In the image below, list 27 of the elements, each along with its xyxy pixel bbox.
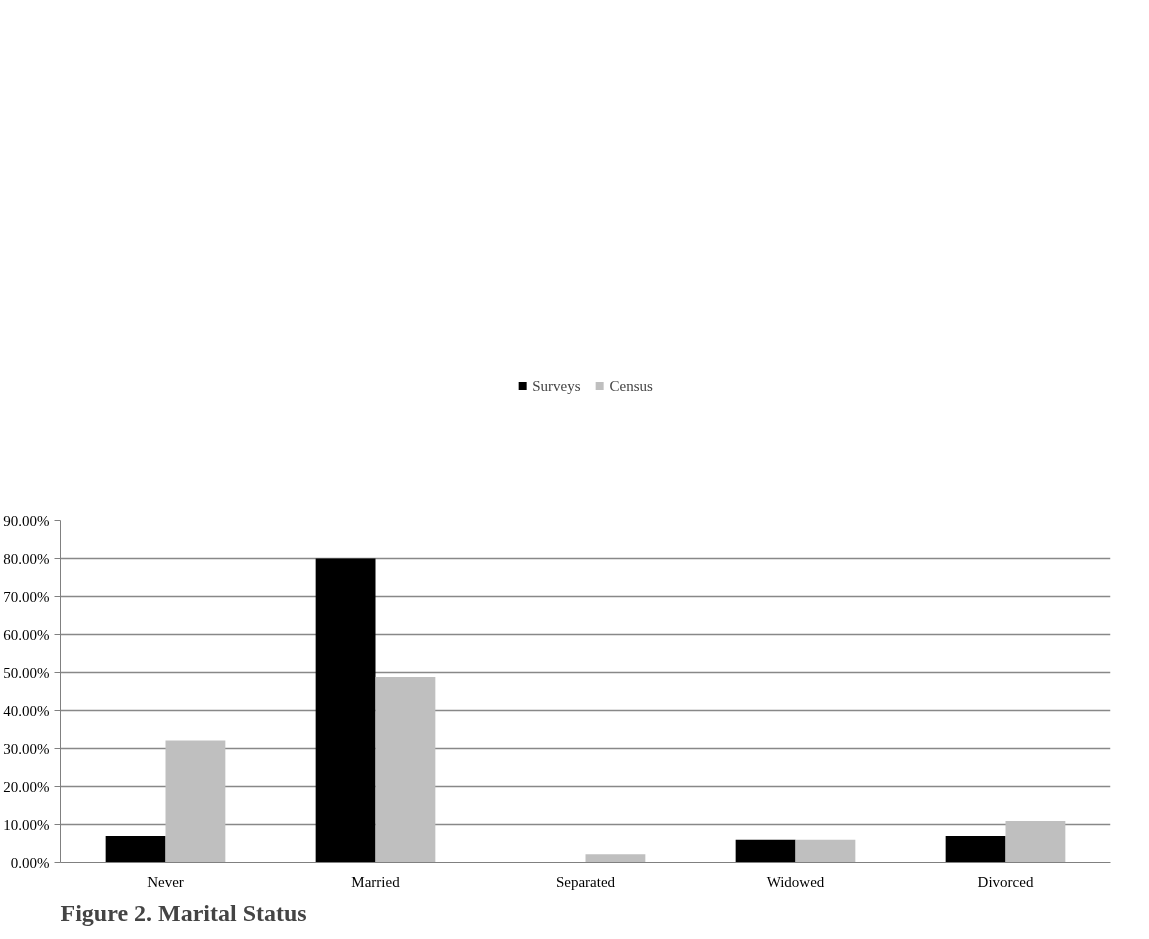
y-tick-label: 20.00% (3, 778, 50, 795)
bar (315, 558, 376, 863)
bar (105, 835, 166, 863)
y-tick-label: 40.00% (3, 702, 50, 719)
y-tick-label: 0.00% (10, 854, 50, 871)
x-tick-label: Married (351, 873, 401, 890)
x-tick-label: Never (147, 873, 184, 890)
text: Figure 2. Marital Status (60, 899, 307, 926)
y-tick-label: 90.00% (3, 512, 50, 529)
x-tick-label: Divorced (977, 873, 1034, 890)
y-tick-label: 50.00% (3, 664, 50, 681)
legend-label: Census (609, 377, 653, 395)
bar (375, 677, 436, 863)
y-tick-label: 70.00% (3, 588, 50, 605)
bar (945, 835, 1006, 863)
bar (585, 854, 646, 863)
bar (795, 839, 856, 863)
y-tick-label: 10.00% (3, 816, 50, 833)
bar (165, 740, 226, 863)
x-tick-label: Widowed (766, 873, 825, 890)
legend-label: Surveys (532, 377, 581, 395)
bar (735, 839, 796, 863)
bar (1005, 821, 1066, 863)
y-tick-label: 80.00% (3, 550, 50, 567)
y-tick-label: 60.00% (3, 626, 50, 643)
y-tick-label: 30.00% (3, 740, 50, 757)
x-tick-label: Separated (555, 873, 616, 890)
